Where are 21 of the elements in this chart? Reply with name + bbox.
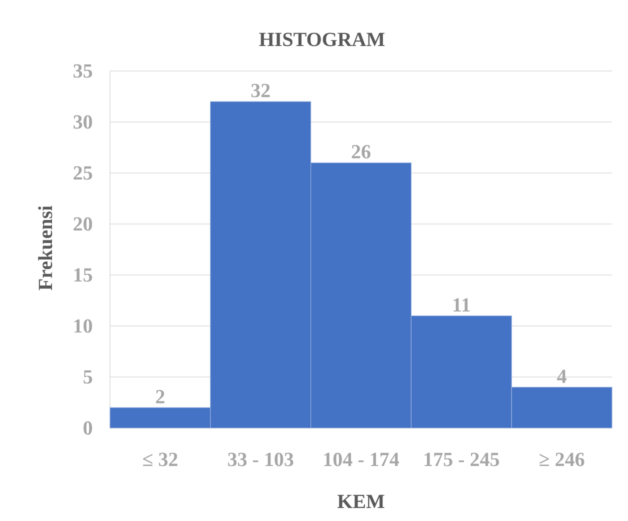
- y-tick-label: 10: [74, 319, 92, 333]
- x-tick-label: 104 - 174: [324, 452, 399, 466]
- x-tick-label: 175 - 245: [424, 452, 499, 466]
- x-axis-title: KEM: [337, 494, 384, 508]
- y-tick-label: 5: [84, 370, 92, 384]
- data-label: 4: [557, 370, 566, 383]
- y-tick-label: 15: [74, 268, 92, 282]
- x-tick-label: 33 - 103: [228, 452, 294, 466]
- y-tick-label: 25: [74, 166, 92, 180]
- x-tick-label: ≥ 246: [540, 452, 584, 466]
- y-axis-title: Frekuensi: [38, 206, 52, 290]
- y-tick-label: 20: [74, 217, 92, 231]
- y-tick-label: 30: [74, 115, 92, 129]
- data-label: 32: [251, 84, 270, 98]
- data-label: 11: [454, 298, 470, 312]
- data-label: 26: [352, 145, 370, 159]
- x-tick-label: ≤ 32: [143, 452, 178, 466]
- chart-title: HISTOGRAM: [259, 32, 385, 46]
- data-label: 2: [156, 390, 164, 404]
- y-tick-label: 35: [74, 64, 92, 78]
- y-tick-label: 0: [84, 421, 92, 435]
